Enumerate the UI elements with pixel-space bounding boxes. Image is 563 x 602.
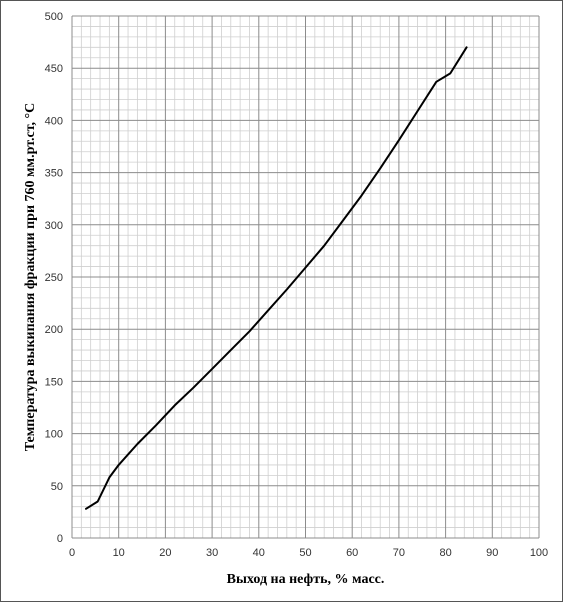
x-tick-label: 90: [486, 547, 498, 559]
x-tick-label: 70: [393, 547, 405, 559]
x-tick-label: 80: [439, 547, 451, 559]
y-tick-label: 50: [51, 481, 63, 493]
y-tick-label: 400: [45, 115, 63, 127]
x-tick-label: 50: [299, 547, 311, 559]
series-line: [85, 46, 468, 510]
x-tick-label: 0: [69, 547, 75, 559]
y-axis-title: Температура выкипания фракции при 760 мм…: [23, 103, 38, 452]
x-axis-title: Выход на нефть, % масс.: [227, 572, 385, 587]
y-tick-label: 100: [45, 429, 63, 441]
y-tick-label: 250: [45, 272, 63, 284]
x-tick-label: 60: [346, 547, 358, 559]
x-tick-label: 10: [113, 547, 125, 559]
y-tick-label: 450: [45, 63, 63, 75]
x-tick-label: 30: [206, 547, 218, 559]
x-tick-label: 40: [253, 547, 265, 559]
y-tick-label: 0: [57, 533, 63, 545]
x-tick-label: 20: [159, 547, 171, 559]
y-tick-label: 500: [45, 11, 63, 23]
y-tick-label: 200: [45, 324, 63, 336]
y-tick-label: 150: [45, 376, 63, 388]
major-gridlines: [71, 15, 540, 539]
y-tick-label: 300: [45, 220, 63, 232]
x-axis-ticks: 0 10 20 30 40 50 60 70 80 90 100: [69, 547, 548, 559]
x-tick-label: 100: [530, 547, 548, 559]
y-tick-label: 350: [45, 168, 63, 180]
y-axis-ticks: 0 50 100 150 200 250 300 350 400 450 500: [45, 11, 63, 545]
